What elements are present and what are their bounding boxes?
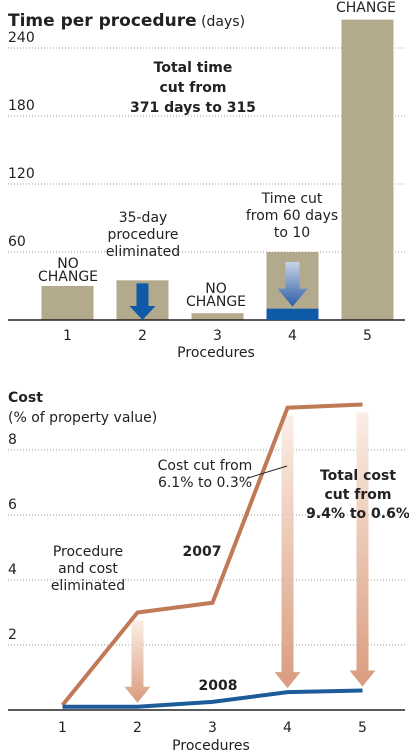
annotation-line: cut from — [159, 80, 226, 96]
annotation-line: eliminated — [51, 578, 125, 594]
y-tick-label: 180 — [8, 98, 35, 114]
arrow — [129, 283, 156, 320]
annotation-line: NO — [57, 256, 79, 272]
annotation-line: Cost cut from — [158, 458, 253, 474]
annotation-line: CHANGE — [38, 269, 98, 285]
annotation-line: cut from — [324, 487, 391, 503]
annotation: CHANGE — [336, 0, 396, 16]
annotation-line: NO — [205, 281, 227, 297]
arrow — [274, 415, 301, 689]
chart-title: Cost — [8, 390, 43, 406]
x-tick-label: 3 — [208, 720, 217, 736]
line — [60, 402, 363, 707]
x-tick-label: 2 — [138, 328, 147, 344]
x-tick-label: 5 — [363, 328, 372, 344]
annotation-line: to 10 — [274, 225, 310, 241]
chart-title: Time per procedure (days) — [8, 11, 245, 31]
annotation-line: and cost — [58, 561, 118, 577]
unit: (days) — [201, 14, 245, 30]
y-tick-label: 4 — [8, 562, 17, 578]
annotation-line: CHANGE — [336, 0, 396, 16]
x-tick-label: 3 — [213, 328, 222, 344]
annotation-line: Total cost — [320, 468, 396, 484]
x-tick-label: 4 — [283, 720, 292, 736]
annotation-line: 6.1% to 0.3% — [158, 475, 252, 491]
title: Time per procedure — [8, 11, 197, 31]
annotation-line: Procedure — [53, 544, 123, 560]
bar — [41, 286, 94, 320]
leader — [247, 465, 288, 479]
line — [62, 688, 363, 709]
annotation-line: procedure — [107, 227, 178, 243]
annotation: Time cut from 60 days to 10 — [246, 191, 338, 241]
annotation-line: 35-day — [119, 210, 168, 226]
annotation: Total cost cut from 9.4% to 0.6% — [306, 468, 409, 522]
x-tick-label: 4 — [288, 328, 297, 344]
arrow — [277, 262, 308, 307]
y-tick-label: 120 — [8, 166, 35, 182]
annotation: Procedure and cost eliminated — [51, 544, 125, 594]
annotation-line: from 60 days — [246, 208, 338, 224]
annotation-line: 9.4% to 0.6% — [306, 506, 409, 522]
x-tick-label: 2 — [133, 720, 142, 736]
annotation: Cost cut from 6.1% to 0.3% — [158, 458, 253, 491]
subtitle: (% of property value) — [8, 410, 157, 426]
series-label: 2007 — [183, 544, 222, 560]
y-tick-label: 240 — [8, 30, 35, 46]
annotation-line: Time cut — [261, 191, 323, 207]
y-tick-label: 8 — [8, 432, 17, 448]
annotation-line: eliminated — [106, 244, 180, 260]
annotation-line: CHANGE — [186, 294, 246, 310]
x-tick-label: 5 — [358, 720, 367, 736]
annotation: NO CHANGE — [38, 256, 98, 285]
arrow — [124, 620, 151, 703]
y-tick-label: 2 — [8, 627, 17, 643]
arrow — [349, 412, 376, 687]
x-tick-label: 1 — [58, 720, 67, 736]
annotation: NO CHANGE — [186, 281, 246, 310]
y-tick-label: 6 — [8, 497, 17, 513]
x-axis-label: Procedures — [172, 738, 250, 754]
annotation: 35-day procedure eliminated — [106, 210, 180, 260]
bar — [341, 19, 394, 321]
series-label: 2008 — [199, 678, 238, 694]
x-tick-label: 1 — [63, 328, 72, 344]
annotation: Total time cut from 371 days to 315 — [130, 60, 256, 116]
annotation-line: 371 days to 315 — [130, 100, 256, 116]
y-tick-label: 60 — [8, 234, 26, 250]
bar — [191, 313, 244, 320]
annotation-line: Total time — [154, 60, 233, 76]
new-bar — [266, 308, 319, 320]
x-axis-label: Procedures — [177, 345, 255, 361]
